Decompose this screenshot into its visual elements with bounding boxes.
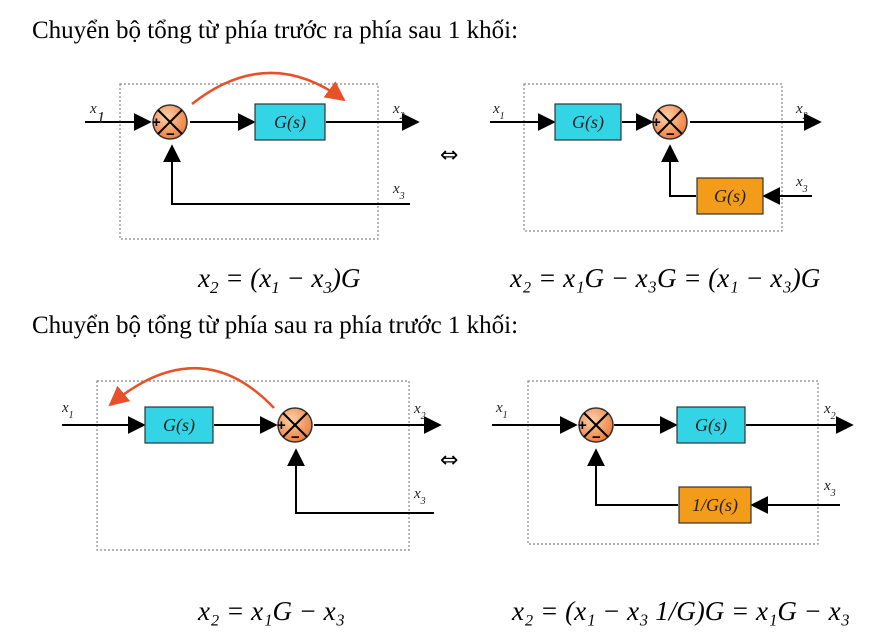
equivalence-symbol-bottom: ⇔ [440, 448, 458, 473]
plus-sign: + [152, 114, 161, 131]
block-g-feedback [696, 177, 764, 215]
equation-top-left: x2 = (x1 − x3)G [197, 263, 360, 297]
diagram-top-right: G(s) + − G(s) x1 x2 x3 [490, 83, 822, 232]
move-arrow [191, 71, 346, 105]
label-x1: x1 [495, 400, 508, 421]
wire-x3-feedback [287, 448, 434, 514]
heading-back-to-front: Chuyển bộ tổng từ phía sau ra phía trước… [32, 312, 519, 339]
minus-sign: − [166, 126, 175, 143]
wire-feedback [661, 144, 696, 197]
block-g-label: G(s) [695, 415, 727, 436]
minus-sign: − [291, 429, 300, 446]
block-g [254, 103, 326, 141]
label-x1: x1 [492, 101, 505, 122]
dashed-boundary [119, 83, 379, 240]
equivalence-symbol-top: ⇔ [440, 143, 458, 168]
summing-junction: + − [652, 104, 688, 143]
label-x1: x1 [61, 400, 74, 421]
block-g-feedback-label: G(s) [714, 186, 746, 207]
block-g-label: G(s) [274, 112, 306, 133]
dashed-boundary [96, 380, 410, 551]
block-g [144, 406, 214, 444]
diagram-bottom-right: + − G(s) 1/G(s) x1 x2 x3 [492, 380, 854, 545]
diagram-top-left: + − G(s) x1 x2 x3 [85, 71, 420, 240]
label-x1: x1 [89, 101, 105, 127]
dashed-boundary [523, 83, 783, 232]
block-inverse-g-label: 1/G(s) [692, 495, 738, 516]
label-x2: x2 [392, 101, 405, 122]
block-g-label: G(s) [163, 415, 195, 436]
label-x3: x3 [823, 478, 836, 499]
plus-sign: + [578, 417, 587, 434]
minus-sign: − [592, 429, 601, 446]
label-x3: x3 [392, 181, 405, 202]
label-x2: x2 [795, 101, 808, 122]
label-x3: x3 [413, 486, 426, 507]
plus-sign: + [652, 114, 661, 131]
summing-junction: + − [578, 407, 614, 446]
dashed-boundary [527, 380, 819, 545]
label-x2: x2 [413, 401, 426, 422]
wire-x3-feedback [163, 144, 410, 205]
summing-junction: + − [277, 407, 313, 446]
block-g [676, 406, 746, 444]
move-arrow [108, 367, 275, 409]
summing-junction: + − [152, 104, 188, 143]
block-g-label: G(s) [572, 112, 604, 133]
minus-sign: − [666, 126, 675, 143]
equation-bottom-left: x₂ = x₁G − x₃ [197, 596, 345, 626]
wire-feedback [587, 448, 678, 506]
equation-top-right: x₂ = x₁G − x₃G = (x₁ − x₃)G [509, 263, 820, 293]
block-g [554, 103, 622, 141]
diagram-bottom-left: G(s) + − x1 x2 x3 [61, 367, 442, 551]
block-inverse-g [678, 486, 752, 524]
equation-bottom-right: x₂ = (x₁ − x₃ 1/G)G = x₁G − x₃ [511, 596, 850, 626]
heading-forward-to-back: Chuyển bộ tổng từ phía trước ra phía sau… [32, 17, 519, 44]
plus-sign: + [277, 417, 286, 434]
label-x3: x3 [795, 174, 808, 195]
label-x2: x2 [823, 401, 836, 422]
